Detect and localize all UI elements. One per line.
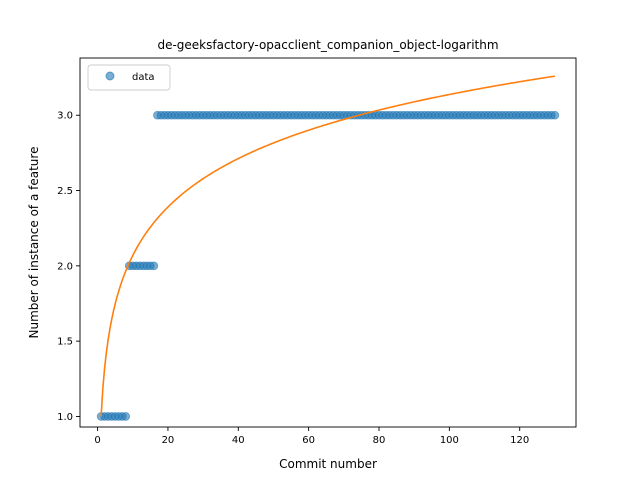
y-tick-label: 3.0 [57, 111, 73, 122]
y-tick-label: 2.0 [57, 261, 73, 272]
legend-box [87, 64, 171, 91]
x-tick-label: 80 [373, 435, 386, 446]
y-axis: 1.0 1.5 2.0 2.5 3.0 [57, 111, 80, 423]
legend-label-data: data [132, 72, 155, 83]
x-tick-label: 0 [94, 435, 100, 446]
data-point [550, 110, 560, 120]
chart-title: de-geeksfactory-opacclient_companion_obj… [157, 38, 498, 52]
plot-area [96, 75, 560, 421]
legend-marker-data [105, 71, 115, 81]
data-point [121, 412, 131, 421]
legend: data [87, 64, 171, 91]
x-tick-label: 40 [232, 435, 245, 446]
y-axis-title: Number of instance of a feature [27, 147, 41, 339]
x-axis-title: Commit number [279, 457, 377, 471]
y-tick-label: 2.5 [57, 186, 73, 197]
x-tick-label: 60 [302, 435, 315, 446]
y-tick-label: 1.0 [57, 412, 73, 423]
x-tick-label: 120 [510, 435, 529, 446]
x-tick-label: 100 [440, 435, 459, 446]
x-tick-label: 20 [162, 435, 175, 446]
y-tick-label: 1.5 [57, 337, 73, 348]
axes-frame [79, 57, 577, 428]
x-axis: 0 20 40 60 80 100 120 [94, 427, 529, 446]
fit-line [100, 75, 556, 417]
data-point [149, 261, 159, 271]
